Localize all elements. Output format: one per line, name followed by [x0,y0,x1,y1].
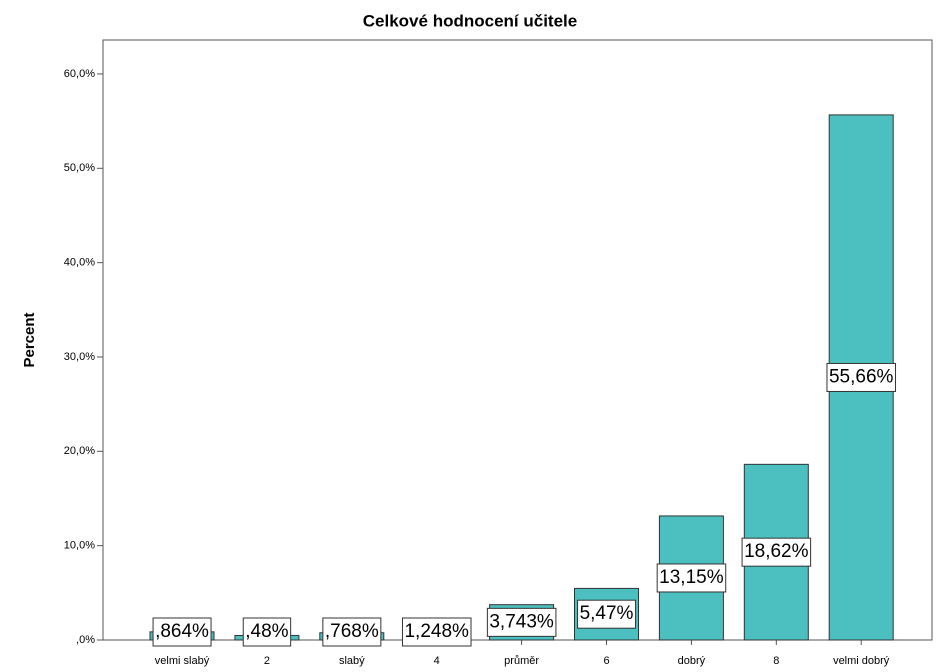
y-tick-label: ,0% [76,634,95,646]
value-label: 18,62% [744,541,809,562]
value-label-box [577,599,637,629]
value-label: 13,15% [659,567,724,588]
value-label: ,864% [155,621,209,642]
value-label-box [401,617,472,647]
chart-title: Celkové hodnocení učitele [363,11,577,30]
value-label: 3,743% [489,611,554,632]
x-tick-label: velmi dobrý [833,655,890,667]
y-tick-label: 60,0% [64,68,95,80]
value-label-box [826,362,897,392]
value-label: 55,66% [829,366,894,387]
value-label-box [322,617,382,647]
value-label-box [741,537,812,567]
x-tick-label: 2 [264,655,270,667]
y-tick-label: 50,0% [64,162,95,174]
value-label: ,48% [245,621,288,642]
value-label-box [486,607,557,637]
x-tick-label: slabý [339,655,365,667]
x-tick-label: dobrý [678,655,706,667]
x-tick-label: 6 [603,655,609,667]
x-tick-label: průměr [504,655,539,667]
value-label-box [152,617,212,647]
y-tick-label: 30,0% [64,351,95,363]
y-tick-label: 10,0% [64,540,95,552]
x-tick-label: velmi slabý [155,655,210,667]
y-axis-label: Percent [21,312,38,367]
value-label-box [656,563,727,593]
x-tick-label: 8 [773,655,779,667]
y-tick-label: 40,0% [64,257,95,269]
value-label: ,768% [325,621,379,642]
y-tick-label: 20,0% [64,445,95,457]
value-label: 1,248% [404,621,469,642]
value-label: 5,47% [580,603,634,624]
value-label-box [242,617,292,647]
x-tick-label: 4 [434,655,440,667]
